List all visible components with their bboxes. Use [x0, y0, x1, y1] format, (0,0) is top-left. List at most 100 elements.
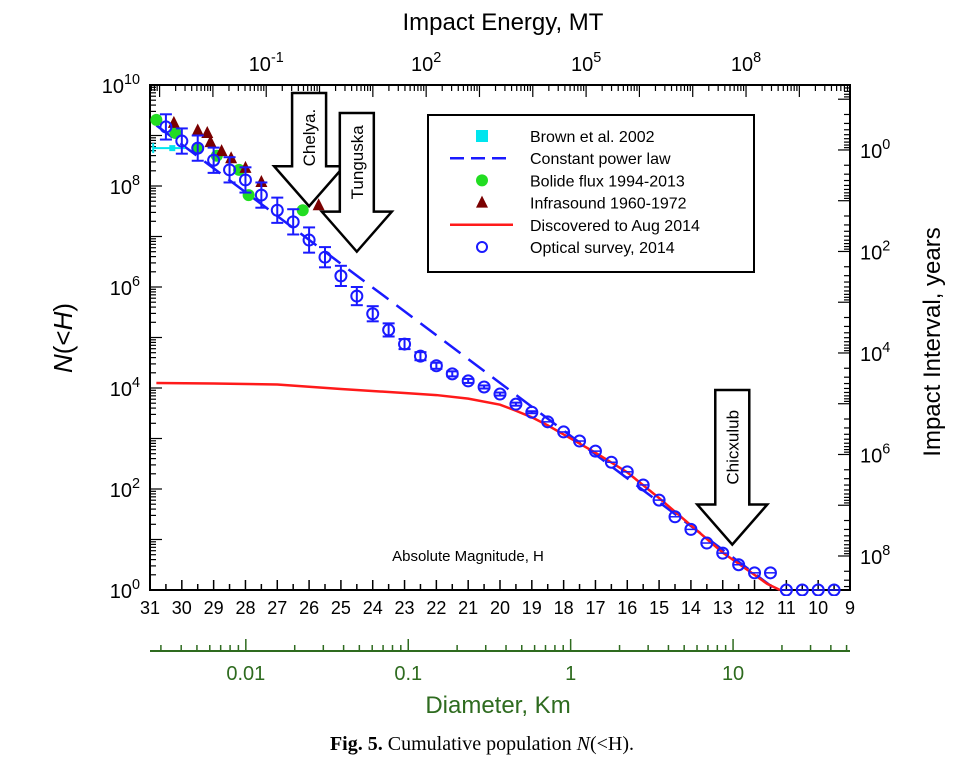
optical-point	[748, 566, 762, 580]
optical-point	[238, 173, 252, 187]
x-tick-label: 11	[777, 598, 796, 618]
data-layer	[150, 113, 841, 596]
caption-fig: Fig. 5.	[330, 733, 383, 755]
x-tick-label: 9	[845, 598, 855, 618]
x-tick-label: 23	[395, 598, 415, 618]
optical-point	[779, 583, 793, 596]
optical-point	[477, 380, 491, 394]
optical-point	[700, 536, 714, 550]
x-tick-label: 31	[140, 598, 160, 618]
optical-point	[525, 405, 539, 419]
y-tick-label: 102	[110, 476, 140, 502]
bolide-point	[150, 113, 163, 126]
optical-point	[191, 141, 205, 155]
optical-point	[270, 203, 284, 217]
optical-point	[493, 387, 507, 401]
legend-label: Bolide flux 1994-2013	[530, 173, 685, 190]
left-axis-title: N(<H)	[48, 303, 78, 373]
optical-point	[668, 510, 682, 524]
optical-point	[445, 367, 459, 381]
infrasound-point	[312, 198, 325, 211]
x-tick-label: 24	[363, 598, 383, 618]
right-axis-title: Impact Interval, years	[919, 227, 946, 456]
figure-caption: Fig. 5. Cumulative population N(<H).	[330, 733, 634, 755]
x-tick-label: 17	[585, 598, 605, 618]
infrasound-point	[215, 144, 228, 157]
legend-label: Optical survey, 2014	[530, 240, 675, 257]
legend-label: Constant power law	[530, 151, 671, 168]
discovered-line	[156, 381, 781, 592]
optical-point	[573, 434, 587, 448]
x-tick-label: 12	[745, 598, 765, 618]
right-tick-label: 106	[860, 441, 890, 467]
optical-point	[254, 188, 268, 202]
optical-point	[366, 307, 380, 321]
x-axis-title: Absolute Magnitude, H	[392, 548, 544, 565]
optical-point	[604, 455, 618, 469]
infrasound-point	[191, 123, 204, 136]
top-tick-label: 108	[731, 50, 761, 76]
diameter-tick-label: 0.1	[394, 663, 422, 685]
right-tick-label: 104	[860, 340, 890, 366]
optical-point	[159, 120, 173, 134]
legend-label: Brown et al. 2002	[530, 129, 655, 146]
diameter-axis-title: Diameter, Km	[425, 692, 570, 719]
top-axis-title: Impact Energy, MT	[403, 9, 604, 36]
legend-label: Discovered to Aug 2014	[530, 218, 700, 235]
legend-marker-circle	[476, 174, 488, 187]
x-tick-label: 30	[172, 598, 192, 618]
annotation-label: Chelya.	[300, 109, 319, 167]
optical-point	[620, 465, 634, 479]
optical-point	[318, 250, 332, 264]
optical-point	[557, 425, 571, 439]
legend-marker-square	[476, 130, 488, 142]
optical-point	[223, 163, 237, 177]
right-tick-label: 108	[860, 543, 890, 569]
ylabel-H: H	[48, 311, 78, 330]
x-tick-label: 28	[235, 598, 255, 618]
optical-point	[398, 337, 412, 351]
optical-point	[350, 289, 364, 303]
optical-point	[207, 153, 221, 167]
top-tick-label: 105	[571, 50, 601, 76]
x-tick-label: 10	[808, 598, 828, 618]
bolide-point	[296, 204, 309, 217]
legend-marker-triangle	[476, 195, 488, 208]
x-tick-label: 26	[299, 598, 319, 618]
diameter-tick-label: 0.01	[226, 663, 265, 685]
optical-point	[302, 233, 316, 247]
optical-point	[636, 478, 650, 492]
infrasound-point	[204, 135, 217, 148]
optical-point	[334, 269, 348, 283]
optical-point	[763, 566, 777, 580]
top-tick-label: 10-1	[249, 50, 284, 76]
right-tick-label: 100	[860, 137, 890, 163]
annotation-label: Tunguska	[348, 125, 367, 200]
optical-point	[286, 215, 300, 229]
annotation-arrow	[271, 91, 347, 209]
optical-point	[461, 374, 475, 388]
optical-point	[732, 558, 746, 572]
x-tick-label: 16	[617, 598, 637, 618]
infrasound-point	[255, 174, 268, 187]
optical-point	[429, 359, 443, 373]
y-tick-label: 100	[110, 577, 140, 603]
infrasound-point	[201, 125, 214, 138]
top-tick-label: 102	[411, 50, 441, 76]
bolide-point	[242, 189, 255, 202]
optical-point	[795, 583, 809, 596]
ylabel-N: N	[48, 354, 78, 373]
caption-end: (<H).	[590, 733, 634, 755]
optical-point	[827, 583, 841, 596]
y-tick-label: 108	[110, 173, 140, 199]
legend-marker-open-circle	[476, 241, 488, 253]
x-tick-label: 27	[267, 598, 287, 618]
x-tick-label: 15	[649, 598, 669, 618]
annotation-label: Chicxulub	[723, 410, 742, 485]
diameter-tick-label: 1	[565, 663, 576, 685]
y-tick-label: 1010	[102, 72, 140, 98]
x-tick-label: 18	[554, 598, 574, 618]
optical-point	[811, 583, 825, 596]
x-tick-label: 19	[522, 598, 542, 618]
